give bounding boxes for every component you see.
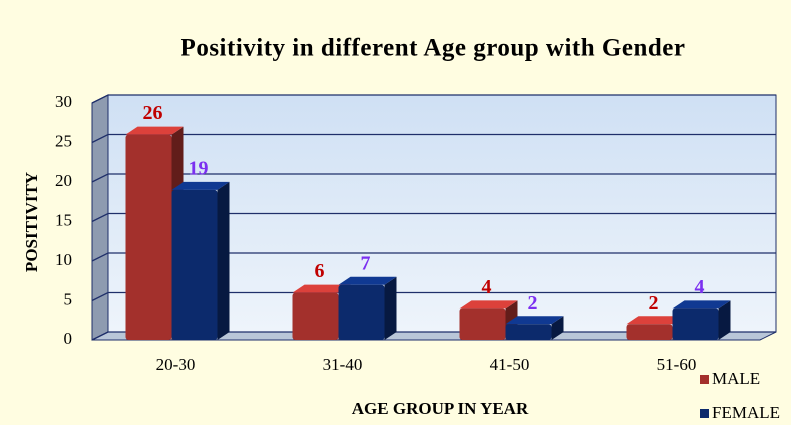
y-tick-label: 10 [55, 250, 72, 269]
x-tick-label: 31-40 [323, 355, 363, 374]
legend-swatch [700, 375, 709, 384]
legend-swatch [700, 409, 709, 418]
bar [626, 324, 673, 340]
grid-line [91, 291, 776, 302]
bar-top [626, 316, 685, 325]
bar-side [217, 181, 230, 340]
bar-side [718, 300, 731, 340]
data-label: 7 [361, 252, 371, 274]
y-tick-label: 0 [64, 329, 73, 348]
bar [338, 284, 385, 340]
x-tick-label: 41-50 [490, 355, 530, 374]
y-tick-label: 20 [55, 171, 72, 190]
bar-side [384, 276, 397, 340]
bar [459, 308, 506, 340]
bar [505, 324, 552, 340]
chart-title: Positivity in different Age group with G… [181, 35, 686, 62]
bar-top [505, 316, 564, 325]
data-label: 19 [189, 157, 209, 179]
x-axis-title: AGE GROUP IN YEAR [352, 399, 529, 418]
x-tick-label: 51-60 [657, 355, 697, 374]
data-label: 2 [528, 292, 538, 314]
bar-top [125, 126, 184, 135]
data-label: 4 [695, 276, 705, 298]
grid-line [91, 133, 776, 144]
grid-line [91, 173, 776, 183]
bar-top [672, 300, 731, 309]
grid-line [91, 212, 776, 223]
data-label: 6 [315, 260, 325, 282]
bar-top [338, 276, 397, 285]
bar-top [171, 181, 230, 190]
bar [125, 134, 172, 340]
y-tick-label: 30 [55, 92, 72, 111]
bar [171, 189, 218, 340]
bar-top [292, 284, 351, 293]
y-tick-label: 5 [64, 289, 73, 308]
grid-line [91, 94, 776, 104]
data-label: 26 [143, 102, 163, 124]
legend-label: MALE [712, 369, 760, 388]
legend-label: FEMALE [712, 403, 780, 422]
bar [292, 292, 339, 340]
y-tick-label: 15 [55, 210, 72, 229]
x-tick-label: 20-30 [156, 355, 196, 374]
data-label: 2 [649, 292, 659, 314]
y-tick-label: 25 [55, 131, 72, 150]
bar-top [459, 300, 518, 309]
data-label: 4 [482, 276, 492, 298]
y-axis-title: POSITIVITY [22, 172, 41, 272]
grid-line [91, 252, 776, 262]
bar [672, 308, 719, 340]
bar-side [551, 316, 564, 340]
